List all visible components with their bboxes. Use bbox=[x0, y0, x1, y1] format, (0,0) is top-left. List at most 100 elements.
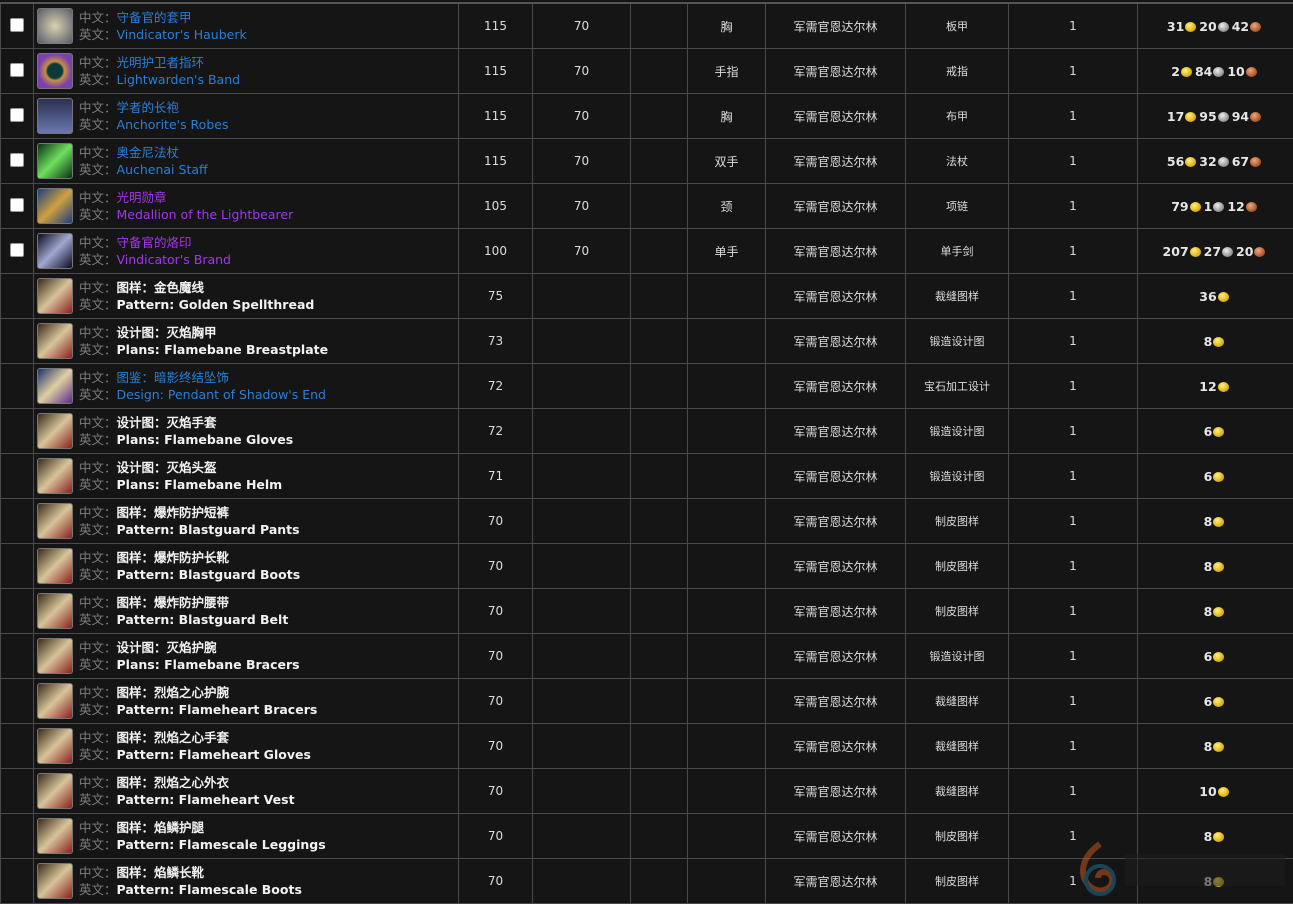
item-slot bbox=[688, 589, 766, 634]
item-slot bbox=[688, 499, 766, 544]
en-label: 英文： bbox=[79, 207, 117, 222]
item-count: 1 bbox=[1009, 409, 1138, 454]
item-name-en[interactable]: Pattern: Flameheart Gloves bbox=[117, 747, 311, 762]
gold-coin-icon bbox=[1181, 67, 1192, 77]
select-cell bbox=[1, 364, 34, 409]
item-level: 73 bbox=[459, 319, 533, 364]
item-name-zh[interactable]: 设计图：灭焰胸甲 bbox=[117, 325, 217, 340]
sword-icon bbox=[37, 233, 73, 269]
item-name-en[interactable]: Pattern: Flamescale Leggings bbox=[117, 837, 326, 852]
item-name-en[interactable]: Pattern: Blastguard Boots bbox=[117, 567, 301, 582]
select-checkbox[interactable] bbox=[10, 198, 24, 212]
item-name-en[interactable]: Pattern: Blastguard Pants bbox=[117, 522, 300, 537]
gold-coin-icon bbox=[1185, 112, 1196, 122]
item-name-zh[interactable]: 图样：烈焰之心手套 bbox=[117, 730, 230, 745]
price-gold: 2 bbox=[1171, 64, 1180, 79]
item-name-en[interactable]: Pattern: Blastguard Belt bbox=[117, 612, 289, 627]
select-cell bbox=[1, 769, 34, 814]
item-name-en[interactable]: Plans: Flamebane Breastplate bbox=[117, 342, 329, 357]
item-name-zh[interactable]: 图样：爆炸防护腰带 bbox=[117, 595, 230, 610]
item-name-en[interactable]: Pattern: Flamescale Boots bbox=[117, 882, 302, 897]
item-name-zh[interactable]: 守备官的套甲 bbox=[117, 10, 192, 25]
silver-coin-icon bbox=[1218, 157, 1229, 167]
select-checkbox[interactable] bbox=[10, 153, 24, 167]
table-row: 中文：设计图：灭焰手套 英文：Plans: Flamebane Gloves 7… bbox=[1, 409, 1293, 454]
required-level bbox=[533, 454, 631, 499]
item-name-en[interactable]: Plans: Flamebane Gloves bbox=[117, 432, 294, 447]
item-level: 70 bbox=[459, 634, 533, 679]
zh-label: 中文： bbox=[79, 55, 117, 70]
select-cell bbox=[1, 859, 34, 904]
table-row: 中文：图样：爆炸防护短裤 英文：Pattern: Blastguard Pant… bbox=[1, 499, 1293, 544]
item-name-zh[interactable]: 图样：爆炸防护长靴 bbox=[117, 550, 230, 565]
item-price: 6 bbox=[1138, 409, 1293, 454]
item-name-zh[interactable]: 图样：焰鳞护腿 bbox=[117, 820, 205, 835]
copper-coin-icon bbox=[1246, 67, 1257, 77]
price-silver: 20 bbox=[1199, 19, 1216, 34]
extra-cell bbox=[631, 769, 688, 814]
item-name-zh[interactable]: 设计图：灭焰护腕 bbox=[117, 640, 217, 655]
select-checkbox[interactable] bbox=[10, 243, 24, 257]
item-type: 板甲 bbox=[906, 3, 1009, 49]
item-name-zh[interactable]: 图样：金色魔线 bbox=[117, 280, 205, 295]
item-name-zh[interactable]: 奥金尼法杖 bbox=[117, 145, 180, 160]
zh-label: 中文： bbox=[79, 325, 117, 340]
item-level: 70 bbox=[459, 499, 533, 544]
zh-label: 中文： bbox=[79, 145, 117, 160]
item-name-zh[interactable]: 光明勋章 bbox=[117, 190, 167, 205]
item-name-zh[interactable]: 守备官的烙印 bbox=[117, 235, 192, 250]
item-type: 裁缝图样 bbox=[906, 679, 1009, 724]
item-type: 制皮图样 bbox=[906, 814, 1009, 859]
required-level bbox=[533, 544, 631, 589]
silver-coin-icon bbox=[1222, 247, 1233, 257]
item-name-en[interactable]: Medallion of the Lightbearer bbox=[117, 207, 294, 222]
item-name-zh[interactable]: 设计图：灭焰头盔 bbox=[117, 460, 217, 475]
item-name-zh[interactable]: 学者的长袍 bbox=[117, 100, 180, 115]
item-name-en[interactable]: Pattern: Flameheart Vest bbox=[117, 792, 295, 807]
item-name-en[interactable]: Pattern: Golden Spellthread bbox=[117, 297, 315, 312]
extra-cell bbox=[631, 409, 688, 454]
item-name-zh[interactable]: 图样：焰鳞长靴 bbox=[117, 865, 205, 880]
item-price: 8 bbox=[1138, 589, 1293, 634]
gold-coin-icon bbox=[1213, 877, 1224, 887]
gold-coin-icon bbox=[1213, 472, 1224, 482]
item-name-zh[interactable]: 图样：爆炸防护短裤 bbox=[117, 505, 230, 520]
item-name-en[interactable]: Lightwarden's Band bbox=[117, 72, 241, 87]
select-cell bbox=[1, 544, 34, 589]
select-checkbox[interactable] bbox=[10, 108, 24, 122]
en-label: 英文： bbox=[79, 567, 117, 582]
item-name-en[interactable]: Plans: Flamebane Helm bbox=[117, 477, 283, 492]
item-count: 1 bbox=[1009, 454, 1138, 499]
item-name-en[interactable]: Design: Pendant of Shadow's End bbox=[117, 387, 326, 402]
zh-label: 中文： bbox=[79, 550, 117, 565]
item-cell: 中文：守备官的套甲 英文：Vindicator's Hauberk bbox=[34, 3, 459, 49]
item-name-zh[interactable]: 光明护卫者指环 bbox=[117, 55, 205, 70]
select-checkbox[interactable] bbox=[10, 63, 24, 77]
price-gold: 6 bbox=[1204, 469, 1213, 484]
price-copper: 67 bbox=[1232, 154, 1249, 169]
select-cell bbox=[1, 49, 34, 94]
item-name-en[interactable]: Anchorite's Robes bbox=[117, 117, 229, 132]
item-cell: 中文：图样：烈焰之心护腕 英文：Pattern: Flameheart Brac… bbox=[34, 679, 459, 724]
item-name-zh[interactable]: 图样：烈焰之心护腕 bbox=[117, 685, 230, 700]
item-name-zh[interactable]: 图样：烈焰之心外衣 bbox=[117, 775, 230, 790]
required-level: 70 bbox=[533, 49, 631, 94]
item-name-en[interactable]: Pattern: Flameheart Bracers bbox=[117, 702, 318, 717]
staff-icon bbox=[37, 143, 73, 179]
item-name-en[interactable]: Auchenai Staff bbox=[117, 162, 208, 177]
vendor-name: 军需官恩达尔林 bbox=[766, 364, 906, 409]
item-name-zh[interactable]: 设计图：灭焰手套 bbox=[117, 415, 217, 430]
item-name-en[interactable]: Vindicator's Hauberk bbox=[117, 27, 247, 42]
item-level: 70 bbox=[459, 769, 533, 814]
select-checkbox[interactable] bbox=[10, 18, 24, 32]
item-name-en[interactable]: Vindicator's Brand bbox=[117, 252, 231, 267]
item-name-en[interactable]: Plans: Flamebane Bracers bbox=[117, 657, 300, 672]
select-cell bbox=[1, 634, 34, 679]
extra-cell bbox=[631, 454, 688, 499]
item-type: 裁缝图样 bbox=[906, 274, 1009, 319]
item-name-zh[interactable]: 图鉴：暗影终结坠饰 bbox=[117, 370, 230, 385]
silver-coin-icon bbox=[1218, 112, 1229, 122]
item-level: 115 bbox=[459, 49, 533, 94]
